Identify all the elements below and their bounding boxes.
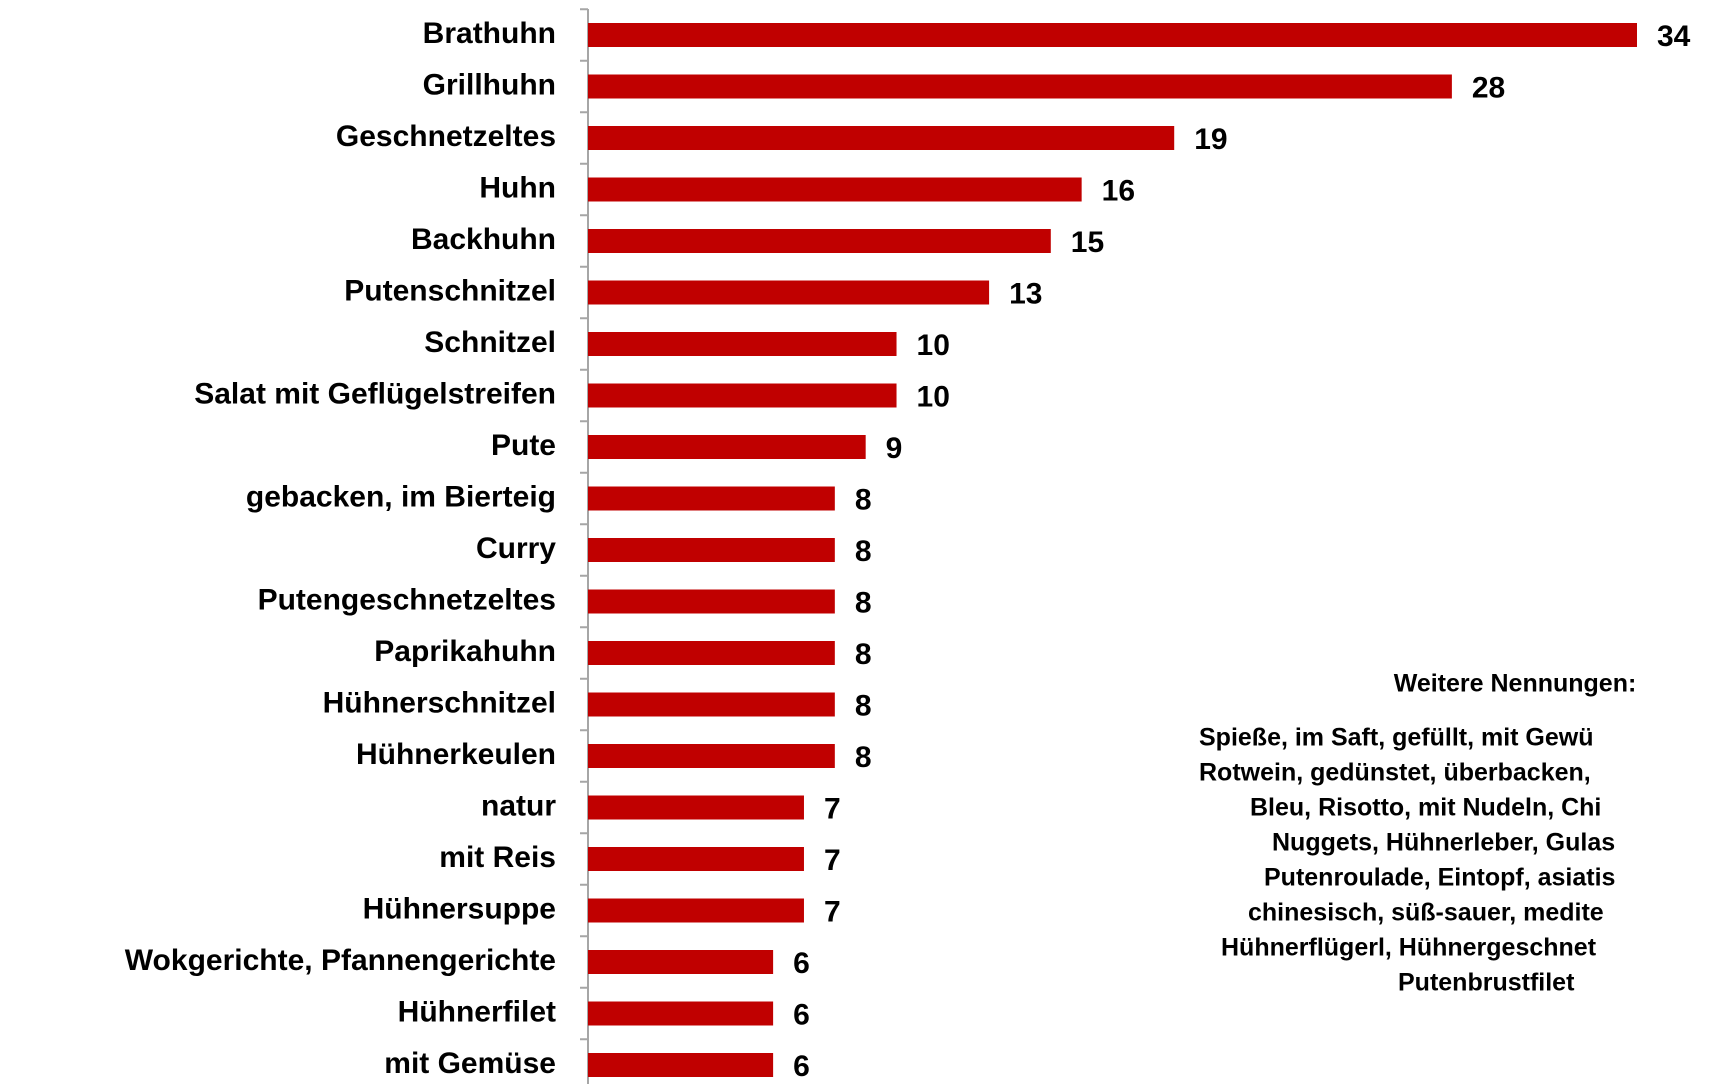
annotation-line: chinesisch, süß-sauer, medite — [1248, 899, 1604, 927]
bar — [588, 847, 804, 871]
bar — [588, 898, 804, 923]
value-label: 8 — [855, 586, 872, 619]
annotation-line: Putenroulade, Eintopf, asiatis — [1264, 864, 1615, 892]
annotation-line: Nuggets, Hühnerleber, Gulas — [1272, 829, 1615, 857]
value-label: 7 — [824, 844, 841, 877]
annotation-line: Rotwein, gedünstet, überbacken, — [1199, 759, 1591, 787]
bar — [588, 692, 835, 717]
category-label: Paprikahuhn — [374, 635, 556, 668]
category-label: Backhuhn — [411, 223, 556, 256]
value-label: 8 — [855, 483, 872, 516]
bar — [588, 435, 866, 459]
value-label: 28 — [1472, 71, 1505, 104]
bar — [588, 641, 835, 665]
bar — [588, 538, 835, 562]
bar — [588, 1001, 774, 1026]
annotation-title: Weitere Nennungen: — [1394, 670, 1637, 698]
category-label: Hühnerfilet — [398, 995, 556, 1028]
value-label: 8 — [855, 638, 872, 671]
category-label: Grillhuhn — [423, 68, 556, 101]
bar — [588, 795, 804, 820]
bar — [588, 177, 1082, 202]
value-label: 8 — [855, 741, 872, 774]
category-label: Schnitzel — [424, 326, 556, 359]
category-label: Hühnersuppe — [363, 892, 556, 925]
bar — [588, 332, 897, 356]
annotation-line: Putenbrustfilet — [1398, 969, 1575, 997]
bar — [588, 744, 835, 768]
bar — [588, 383, 897, 408]
bar — [588, 589, 835, 614]
category-label: Curry — [476, 532, 556, 565]
bar — [588, 486, 835, 511]
value-label: 16 — [1102, 174, 1135, 207]
category-label: Huhn — [479, 171, 556, 204]
value-label: 34 — [1657, 20, 1691, 53]
value-label: 10 — [917, 380, 950, 413]
bar — [588, 74, 1452, 99]
category-label: Putengeschnetzeltes — [258, 583, 556, 616]
bar — [588, 280, 990, 305]
category-label: Hühnerschnitzel — [323, 686, 556, 719]
category-label: natur — [481, 789, 556, 822]
value-label: 9 — [886, 432, 903, 465]
value-label: 8 — [855, 535, 872, 568]
value-label: 7 — [824, 792, 841, 825]
category-label: mit Reis — [439, 841, 556, 874]
bar — [588, 229, 1051, 253]
category-label: Wokgerichte, Pfannengerichte — [125, 944, 556, 977]
value-label: 10 — [917, 329, 950, 362]
bar — [588, 1053, 774, 1077]
category-label: gebacken, im Bierteig — [246, 480, 556, 513]
category-label: Geschnetzeltes — [336, 120, 556, 153]
category-label: mit Gemüse — [384, 1047, 556, 1080]
bar — [588, 126, 1175, 150]
value-label: 19 — [1194, 123, 1227, 156]
category-label: Hühnerkeulen — [356, 738, 556, 771]
category-label: Salat mit Geflügelstreifen — [194, 377, 556, 410]
value-label: 6 — [793, 947, 810, 980]
value-label: 15 — [1071, 226, 1104, 259]
bar — [588, 23, 1637, 47]
value-label: 6 — [793, 1050, 810, 1083]
value-label: 8 — [855, 689, 872, 722]
annotation-line: Hühnerflügerl, Hühnergeschnet — [1221, 934, 1597, 962]
value-label: 13 — [1009, 277, 1042, 310]
value-label: 7 — [824, 895, 841, 928]
category-label: Brathuhn — [423, 17, 556, 50]
category-label: Pute — [491, 429, 556, 462]
annotation-line: Spieße, im Saft, gefüllt, mit Gewü — [1199, 724, 1594, 752]
annotation-line: Bleu, Risotto, mit Nudeln, Chi — [1250, 794, 1601, 822]
value-label: 6 — [793, 998, 810, 1031]
category-label: Putenschnitzel — [344, 274, 556, 307]
bar — [588, 950, 774, 974]
